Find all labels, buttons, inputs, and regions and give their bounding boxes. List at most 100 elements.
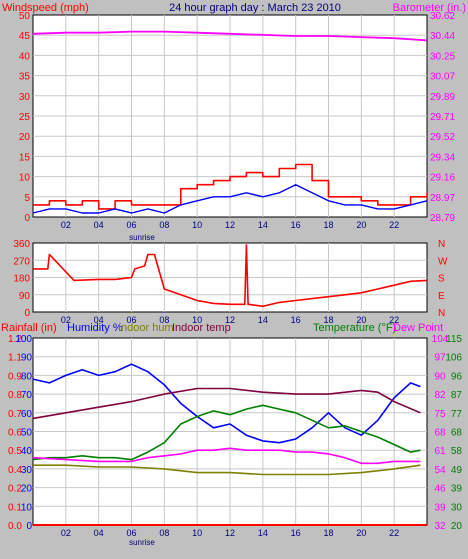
indoor-temp-series [32,387,421,420]
left-tick-label: 45 [19,31,31,42]
barometer-series [32,30,428,42]
axis-tick-labels: 02 04 06 08 10 12 14 16 18 20 22 0 28.79 5 28.97 10 29.1… [8,11,462,538]
x-tick-label: 06 [126,528,136,538]
right-tick-label: 29.34 [430,152,455,163]
right-tick-label: N [438,239,445,250]
dew-point-tick-label: 82 [434,390,446,401]
right-tick-label: 28.79 [430,213,455,224]
left-tick-label: 180 [13,274,30,285]
x-tick-label: 16 [291,315,301,325]
rain-tick-label: 0.0 [8,521,22,532]
right-tick-label: W [438,256,448,267]
dew-point-tick-label: 68 [434,428,446,439]
windspeed-series [33,163,428,210]
x-tick-label: 20 [356,315,366,325]
humidity-tick-label: 70 [21,390,33,401]
x-tick-label: 08 [159,528,169,538]
wind-average-series [32,183,428,214]
dew-point-tick-label: 32 [434,521,446,532]
left-tick-label: 50 [19,11,31,22]
x-tick-label: 14 [258,220,268,230]
humidity-tick-label: 0 [26,521,32,532]
x-tick-label: 18 [323,528,333,538]
temperature-tick-label: 39 [451,484,463,495]
temperature-tick-label: 96 [451,371,463,382]
right-tick-label: 30.44 [430,31,455,42]
dew-point-tick-label: 75 [434,409,446,420]
x-tick-label: 10 [192,220,202,230]
left-tick-label: 0 [24,308,30,319]
dew-point-tick-label: 61 [434,446,446,457]
rain-tick-label: 1.1 [8,353,22,364]
x-tick-label: 20 [356,220,366,230]
x-tick-label: 18 [323,220,333,230]
x-tick-label: 02 [61,528,71,538]
temperature-tick-label: 58 [451,446,463,457]
x-tick-label: 04 [94,528,104,538]
dew-point-tick-label: 39 [434,502,446,513]
left-tick-label: 90 [19,291,31,302]
humidity-tick-label: 80 [21,371,33,382]
x-tick-label: 16 [291,528,301,538]
x-tick-label: 10 [192,528,202,538]
left-tick-label: 30 [19,92,31,103]
temperature-tick-label: 115 [446,334,462,345]
left-tick-label: 0 [24,213,30,224]
right-tick-label: E [438,291,445,302]
right-tick-label: 29.89 [430,92,455,103]
temperature-tick-label: 106 [445,353,462,364]
right-tick-label: S [438,274,445,285]
left-tick-label: 5 [24,193,30,204]
rain-tick-label: 0.5 [8,446,22,457]
humidity-tick-label: 20 [21,484,33,495]
right-tick-label: 30.07 [430,72,455,83]
temperature-series [32,404,421,461]
rain-tick-label: 0.9 [8,371,22,382]
sunrise-label-bottom: sunrise [129,538,155,547]
temperature-tick-label: 20 [451,521,463,532]
rain-tick-label: 0.4 [8,465,22,476]
humidity-tick-label: 10 [21,502,33,513]
x-tick-label: 06 [126,315,136,325]
indoor-humidity-series [33,464,421,476]
humidity-tick-label: 30 [21,465,33,476]
data-series [32,30,428,526]
dew-point-tick-label: 104 [432,334,449,345]
right-tick-label: 28.97 [430,193,455,204]
x-tick-label: 04 [94,315,104,325]
humidity-tick-label: 40 [21,446,33,457]
barometer-axis-title: Barometer (in.) [393,2,466,14]
x-tick-label: 14 [258,315,268,325]
dew-point-tick-label: 46 [434,484,446,495]
right-tick-label: 29.16 [430,173,455,184]
rain-tick-label: 0.1 [8,502,22,513]
dew-point-tick-label: 54 [434,465,446,476]
temperature-tick-label: 87 [451,390,463,401]
right-tick-label: 30.25 [430,51,455,62]
x-tick-label: 08 [159,220,169,230]
right-tick-label: 29.52 [430,132,455,143]
humidity-tick-label: 90 [21,353,33,364]
dew-point-axis-title: Dew Point [393,322,443,334]
dew-point-tick-label: 90 [434,371,446,382]
humidity-tick-label: 100 [15,334,32,345]
temperature-tick-label: 68 [451,428,463,439]
x-tick-label: 14 [258,528,268,538]
x-tick-label: 22 [389,315,399,325]
left-tick-label: 10 [19,173,31,184]
rain-tick-label: 1.2 [8,334,22,345]
left-tick-label: 35 [19,72,31,83]
windspeed-axis-title: Windspeed (mph) [2,2,89,14]
temperature-tick-label: 49 [451,465,463,476]
indoor-temp-legend-label: Indoor temp [172,322,231,334]
right-tick-label: 29.71 [430,112,455,123]
sunrise-label-top: sunrise [129,233,155,242]
humidity-legend-label: Humidity % [67,322,123,334]
humidity-series [32,363,421,444]
x-tick-label: 10 [192,315,202,325]
x-tick-label: 22 [389,220,399,230]
humidity-tick-label: 50 [21,428,33,439]
dew-point-series [32,447,421,465]
